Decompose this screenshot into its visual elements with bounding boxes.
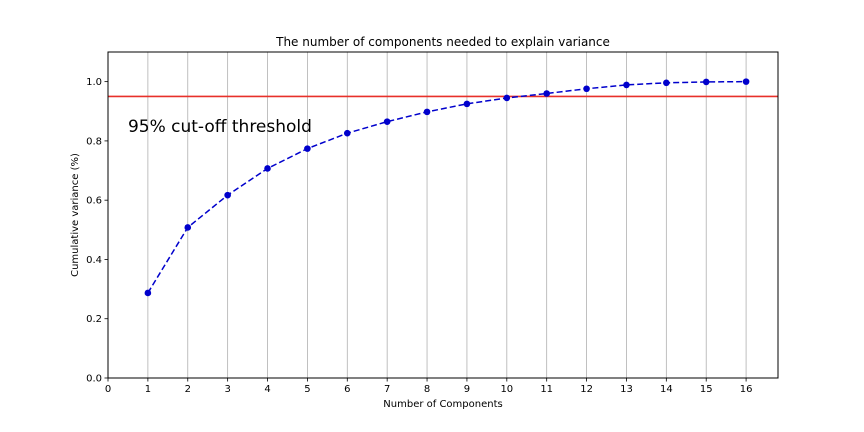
x-tick-label: 8 — [424, 384, 430, 395]
x-tick-label: 7 — [384, 384, 390, 395]
x-tick-label: 4 — [264, 384, 270, 395]
grid-lines — [147, 52, 747, 378]
data-point — [463, 100, 471, 108]
x-tick-label: 10 — [500, 384, 513, 395]
x-axis: 0 1 2 3 4 5 6 7 8 9 10 11 12 13 14 15 16 — [105, 378, 753, 395]
data-point — [702, 78, 710, 86]
chart-title: The number of components needed to expla… — [275, 35, 610, 49]
y-axis-label: Cumulative variance (%) — [70, 153, 81, 277]
x-tick-label: 14 — [660, 384, 673, 395]
x-tick-label: 9 — [464, 384, 470, 395]
data-point — [623, 81, 630, 89]
x-tick-label: 2 — [185, 384, 191, 395]
data-point — [383, 118, 391, 125]
y-tick-label: 0.2 — [86, 314, 102, 325]
x-tick-label: 12 — [580, 384, 593, 395]
plot-area-frame — [107, 51, 779, 379]
y-tick-label: 0.8 — [86, 136, 102, 147]
data-point — [343, 129, 351, 137]
x-tick-label: 0 — [105, 384, 111, 395]
data-point — [144, 289, 152, 297]
x-tick-label: 15 — [700, 384, 713, 395]
series-line — [147, 80, 747, 294]
x-axis-label: Number of Components — [383, 399, 502, 410]
data-point — [423, 108, 431, 116]
x-tick-label: 3 — [224, 384, 230, 395]
x-tick-label: 1 — [145, 384, 151, 395]
data-point — [583, 85, 590, 93]
threshold-annotation: 95% cut-off threshold — [128, 117, 312, 137]
x-tick-label: 5 — [304, 384, 310, 395]
data-point — [503, 94, 511, 102]
x-tick-label: 11 — [540, 384, 553, 395]
y-axis: 0.0 0.2 0.4 0.6 0.8 1.0 — [86, 77, 108, 385]
data-point — [224, 191, 231, 199]
x-tick-label: 13 — [620, 384, 633, 395]
y-tick-label: 0.6 — [86, 196, 102, 207]
data-point — [543, 90, 550, 97]
data-point — [264, 165, 271, 172]
y-tick-label: 1.0 — [86, 77, 102, 88]
y-tick-label: 0.4 — [86, 255, 102, 266]
x-tick-label: 6 — [344, 384, 350, 395]
y-tick-label: 0.0 — [86, 374, 102, 385]
data-point — [184, 224, 192, 231]
data-point — [304, 145, 311, 152]
data-point — [742, 78, 750, 85]
data-point — [663, 79, 670, 87]
x-tick-label: 16 — [740, 384, 753, 395]
series-layer — [144, 78, 750, 297]
